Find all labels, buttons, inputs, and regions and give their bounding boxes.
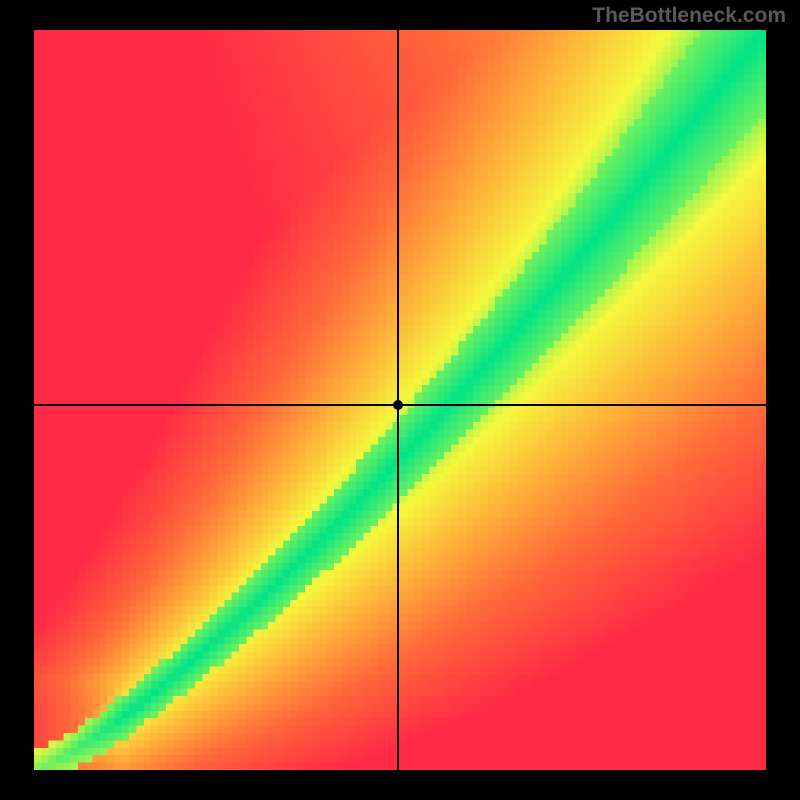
watermark-text: TheBottleneck.com — [592, 4, 786, 28]
plot-area — [34, 30, 766, 770]
selected-point — [393, 400, 403, 410]
chart-container: TheBottleneck.com — [0, 0, 800, 800]
